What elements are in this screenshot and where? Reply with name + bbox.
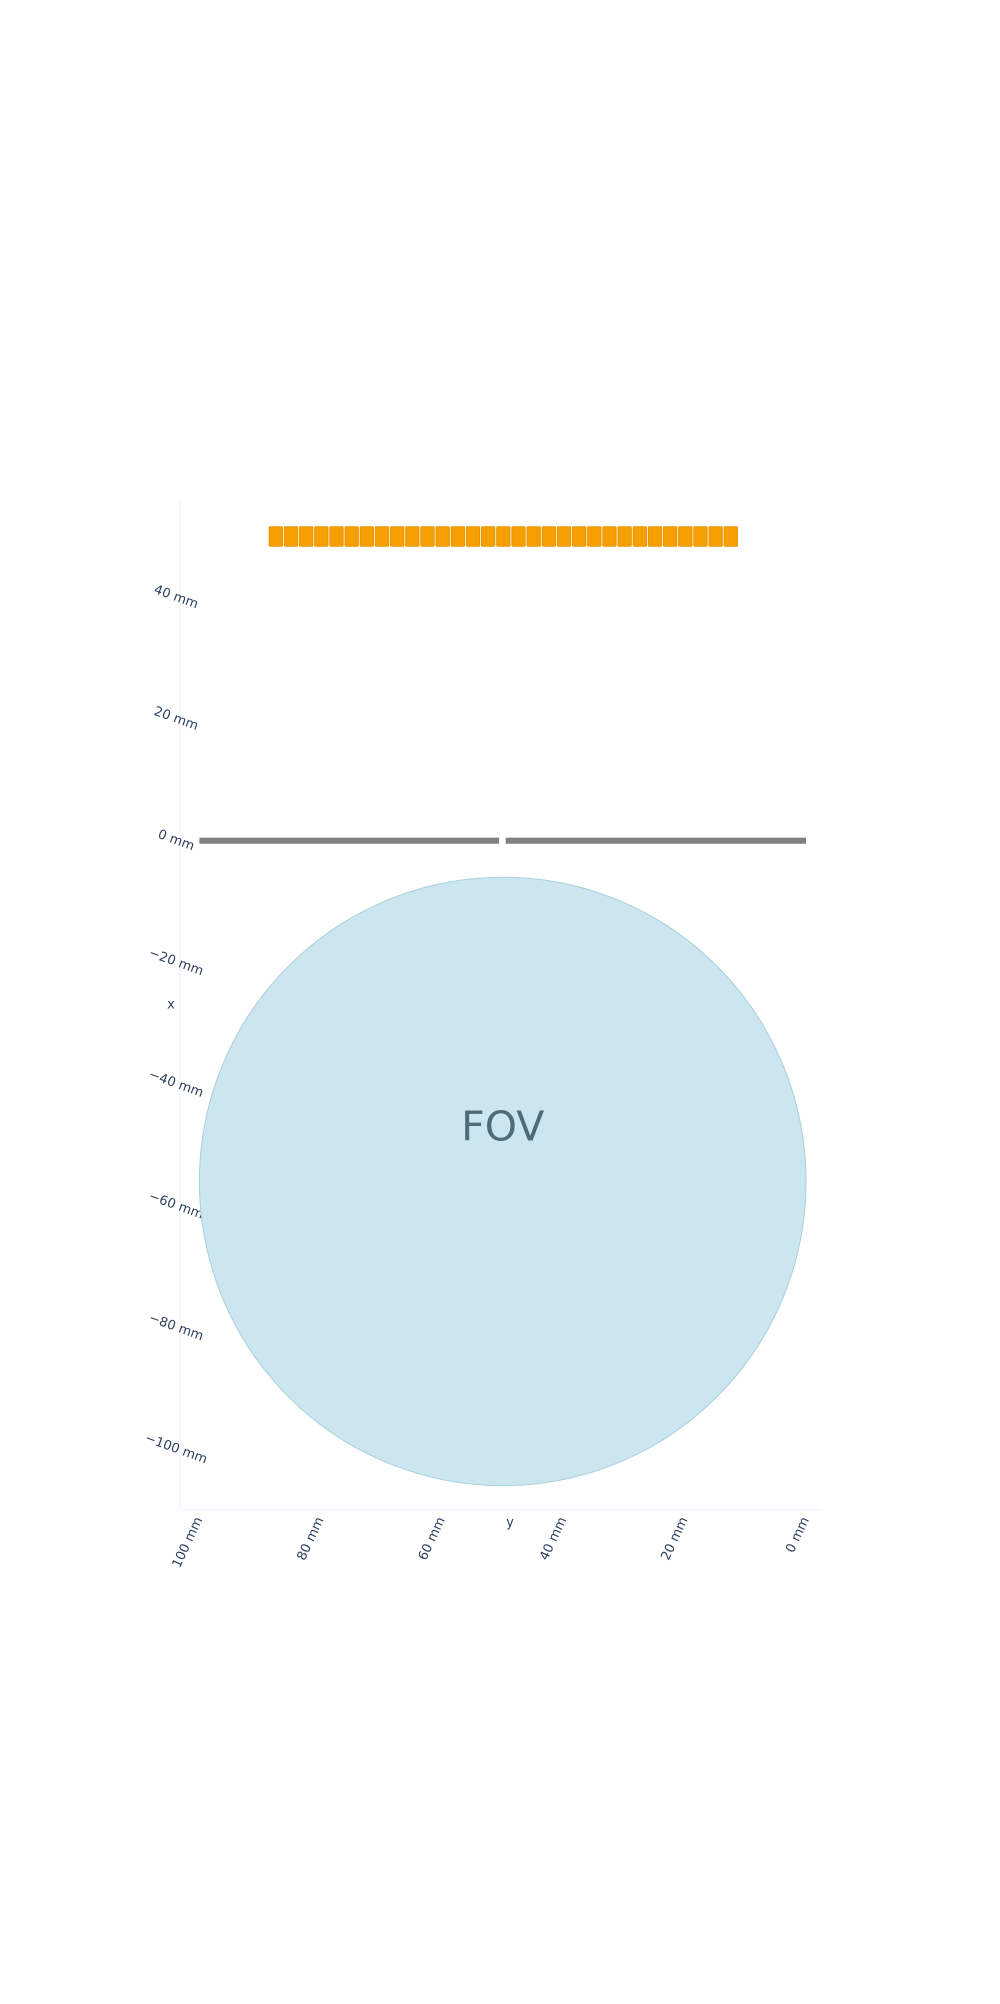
- crystal: [541, 526, 557, 547]
- y-tick-label: −60 mm: [147, 1189, 206, 1223]
- crystal: [480, 526, 496, 547]
- crystal: [526, 526, 541, 547]
- crystal: [435, 526, 450, 547]
- crystal: [359, 526, 375, 547]
- y-tick-label: −40 mm: [147, 1067, 206, 1101]
- crystal: [374, 526, 390, 547]
- crystal: [314, 526, 329, 547]
- crystal: [678, 526, 693, 547]
- detector-bar: [505, 837, 807, 844]
- fov-label: FOV: [461, 1103, 544, 1151]
- crystal: [465, 526, 481, 547]
- x-tick-label: 40 mm: [537, 1515, 570, 1563]
- crystal: [420, 526, 435, 547]
- crystal: [268, 526, 284, 547]
- crystal: [602, 526, 617, 547]
- crystal: [496, 526, 511, 547]
- fov-circle: [198, 876, 807, 1487]
- crystal: [632, 526, 648, 547]
- crystal: [390, 526, 405, 547]
- x-tick-label: 0 mm: [783, 1515, 813, 1556]
- crystal: [723, 526, 738, 547]
- crystal: [283, 526, 299, 547]
- y-tick-label: 40 mm: [152, 582, 200, 612]
- crystal: [344, 526, 359, 547]
- crystal: [693, 526, 708, 547]
- x-tick-label: 100 mm: [170, 1515, 207, 1571]
- crystal: [511, 526, 526, 547]
- detector-bar: [199, 837, 500, 844]
- crystal: [556, 526, 572, 547]
- crystal: [708, 526, 723, 547]
- x-tick-label: 20 mm: [658, 1515, 691, 1563]
- crystal: [405, 526, 420, 547]
- y-tick-label: −20 mm: [147, 946, 206, 980]
- y-tick-label: 0 mm: [156, 827, 197, 854]
- crystal: [329, 526, 344, 547]
- crystal: [450, 526, 466, 547]
- x-tick-label: 60 mm: [416, 1515, 449, 1563]
- x-axis-title: y: [506, 1516, 514, 1531]
- y-tick-label: −80 mm: [147, 1311, 206, 1345]
- crystal: [571, 526, 587, 547]
- y-tick-label: −100 mm: [143, 1431, 209, 1467]
- x-tick-label: 80 mm: [294, 1515, 327, 1563]
- crystal: [662, 526, 678, 547]
- y-tick-label: 20 mm: [152, 704, 200, 734]
- crystal: [587, 526, 602, 547]
- crystal: [647, 526, 663, 547]
- crystal: [617, 526, 632, 547]
- y-axis-title: x: [167, 998, 175, 1013]
- crystal: [299, 526, 314, 547]
